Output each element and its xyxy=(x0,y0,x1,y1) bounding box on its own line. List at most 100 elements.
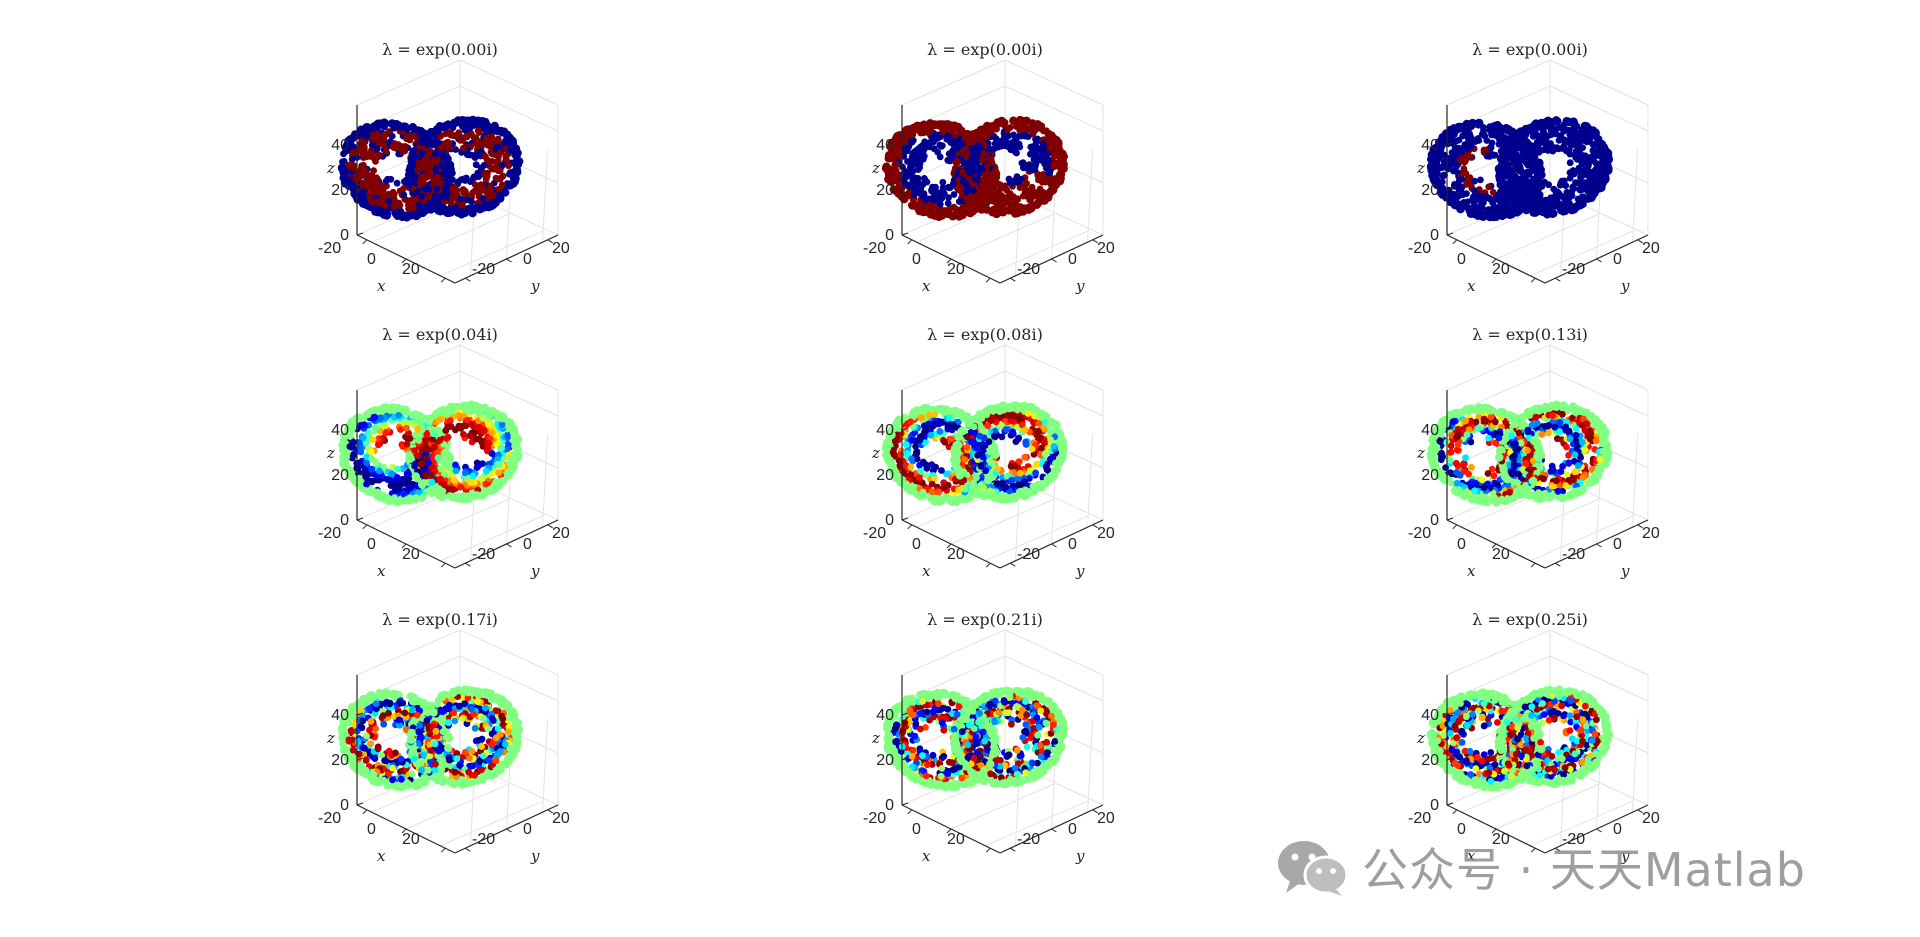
scatter-point xyxy=(499,161,507,169)
scatter-point xyxy=(397,426,404,433)
scatter-point xyxy=(402,497,410,505)
scatter-point xyxy=(410,132,418,140)
scatter-point xyxy=(418,193,426,200)
scatter-point xyxy=(1574,179,1582,187)
scatter-point xyxy=(1530,191,1538,199)
scatter-point xyxy=(884,167,891,175)
scatter-point xyxy=(1561,194,1568,202)
scatter-point xyxy=(1054,149,1062,157)
scatter-point xyxy=(433,185,441,193)
scatter-point xyxy=(422,437,429,444)
scatter-point xyxy=(1483,152,1491,160)
scatter-point xyxy=(1598,176,1608,186)
scatter-point xyxy=(1483,193,1491,201)
scatter-point xyxy=(1013,149,1020,157)
scatter-point xyxy=(1496,181,1504,189)
scatter-point xyxy=(414,425,422,433)
scatter-point xyxy=(406,435,414,442)
scatter-point xyxy=(495,153,502,161)
scatter-point xyxy=(906,169,914,177)
scatter-point xyxy=(969,137,977,145)
scatter-point xyxy=(432,165,440,173)
scatter-point xyxy=(430,430,438,438)
scatter-points xyxy=(1426,116,1613,222)
scatter-point xyxy=(345,161,353,169)
scatter-point xyxy=(1455,136,1463,144)
scatter-point xyxy=(487,182,494,190)
scatter-point xyxy=(1004,126,1012,134)
scatter-point xyxy=(414,208,424,218)
scatter-point xyxy=(460,431,467,438)
scatter-point xyxy=(511,150,520,159)
scatter-point xyxy=(455,129,463,137)
y-tick-label: 20 xyxy=(552,525,570,542)
y-tick-label: 0 xyxy=(1068,251,1077,268)
scatter-point xyxy=(471,429,478,437)
scatter-point xyxy=(1027,194,1035,202)
scatter-point xyxy=(446,129,454,136)
scatter-point xyxy=(500,188,510,197)
scatter-point xyxy=(445,160,454,170)
scatter-point xyxy=(409,159,417,166)
scatter-point xyxy=(1547,140,1554,147)
scatter-point xyxy=(1021,132,1029,140)
y-axis-label: y xyxy=(530,277,540,295)
scatter-point xyxy=(976,187,983,195)
scatter-point xyxy=(464,196,471,204)
scatter-point xyxy=(400,490,407,497)
scatter-point xyxy=(504,433,512,441)
x-axis-label: x xyxy=(922,277,931,295)
scatter-point xyxy=(1533,173,1541,181)
scatter-point xyxy=(361,138,369,146)
scatter-point xyxy=(446,492,453,499)
scatter-point xyxy=(995,187,1003,195)
x-tick-label: 20 xyxy=(402,261,420,278)
scatter-point xyxy=(488,200,498,210)
scatter-point xyxy=(1016,143,1024,151)
scatter-point xyxy=(425,185,433,193)
scatter-point xyxy=(375,139,383,146)
scatter-point xyxy=(360,421,368,428)
scatter-point xyxy=(495,461,503,469)
y-axis-label: y xyxy=(1075,277,1085,295)
scatter-point xyxy=(374,441,382,449)
scatter-point xyxy=(404,170,414,180)
scatter-point xyxy=(939,128,947,136)
scatter-point xyxy=(472,134,480,142)
y-tick-label: 20 xyxy=(1642,240,1660,257)
scatter-point xyxy=(352,172,360,180)
scatter-point xyxy=(1460,167,1467,175)
scatter-point xyxy=(1003,198,1011,206)
scatter-point xyxy=(1603,149,1613,158)
scatter-point xyxy=(973,161,981,168)
scatter-point xyxy=(496,194,505,203)
scatter-point xyxy=(1009,116,1018,125)
x-tick-label: 0 xyxy=(912,251,921,268)
scatter-point xyxy=(1019,192,1027,200)
y-tick-label: 20 xyxy=(552,240,570,257)
scatter-point xyxy=(394,465,402,473)
scatter-point xyxy=(464,118,472,126)
scatter-point xyxy=(1044,193,1053,202)
scatter-point xyxy=(892,169,899,177)
scatter-point xyxy=(1021,185,1029,192)
scatter-point xyxy=(1471,187,1478,195)
scatter-point xyxy=(986,145,994,153)
y-axis-label: y xyxy=(1620,277,1630,295)
scatter-point xyxy=(488,429,496,437)
scatter-point xyxy=(418,137,427,146)
scatter-point xyxy=(501,139,508,147)
x-tick-label: 0 xyxy=(367,536,376,553)
scatter-point xyxy=(375,151,383,159)
scatter-point xyxy=(1016,127,1024,134)
scatter-point xyxy=(1514,165,1522,173)
scatter-point xyxy=(460,144,467,152)
scatter-point xyxy=(1534,133,1542,140)
scatter-point xyxy=(1511,208,1520,217)
scatter-point xyxy=(393,485,401,493)
scatter-point xyxy=(1487,143,1494,151)
scatter-point xyxy=(452,204,459,211)
